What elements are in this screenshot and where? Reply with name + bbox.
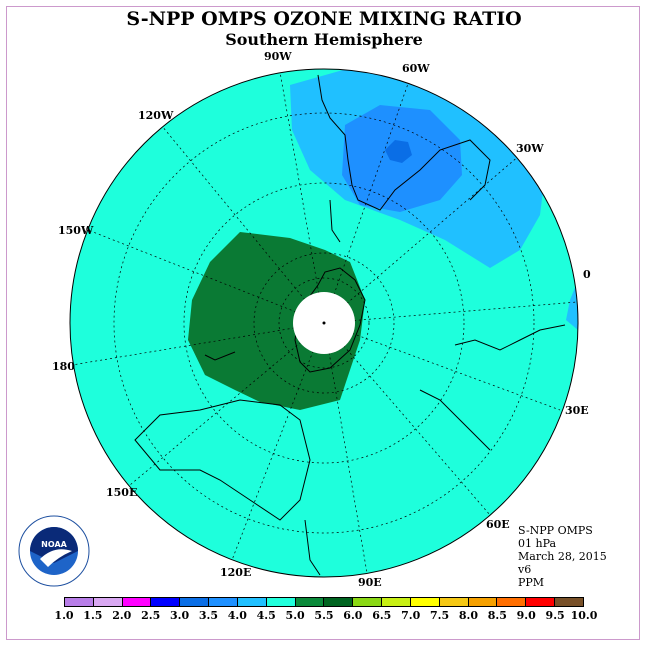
lon-label-90w: 90W (264, 50, 292, 63)
lon-label-0: 0 (583, 268, 591, 281)
info-version: v6 (518, 563, 532, 576)
ozone-field-edge-patch (566, 280, 578, 330)
colorbar-segment (93, 598, 123, 606)
colorbar-tick-label: 2.0 (112, 609, 132, 622)
colorbar-tick-label: 6.5 (372, 609, 392, 622)
svg-text:NOAA: NOAA (41, 540, 67, 549)
colorbar-segment (295, 598, 325, 606)
colorbar-segment (209, 598, 238, 606)
lon-label-150w: 150W (58, 224, 94, 237)
colorbar-tick-label: 9.0 (516, 609, 536, 622)
colorbar-tick-label: 4.5 (256, 609, 276, 622)
colorbar-segment (555, 598, 583, 606)
colorbar-tick-label: 5.5 (314, 609, 334, 622)
lon-label-180: 180 (52, 360, 75, 373)
colorbar-tick-label: 1.0 (54, 609, 74, 622)
map-subtitle: Southern Hemisphere (225, 30, 423, 49)
colorbar-segment (122, 598, 152, 606)
colorbar-segment (526, 598, 556, 606)
colorbar-tick-label: 8.0 (458, 609, 479, 622)
graticule (71, 71, 578, 574)
lon-label-60w: 60W (402, 62, 430, 75)
colorbar-tick-label: 6.0 (343, 609, 363, 622)
info-date: March 28, 2015 (518, 550, 607, 563)
colorbar-segment (497, 598, 527, 606)
image-frame (6, 6, 640, 640)
colorbar-tick-label: 8.5 (487, 609, 507, 622)
info-level: 01 hPa (518, 537, 557, 550)
colorbar-segment (439, 598, 469, 606)
colorbar-tick-label: 2.5 (141, 609, 161, 622)
south-pole-marker (322, 321, 326, 325)
info-unit: PPM (518, 576, 545, 589)
colorbar (64, 597, 584, 607)
lon-label-90e: 90E (358, 576, 382, 589)
lon-label-120w: 120W (138, 109, 174, 122)
map-boundary (69, 68, 579, 578)
ozone-field-3.0-3.5 (385, 140, 412, 163)
colorbar-segment (382, 598, 411, 606)
info-instrument: S-NPP OMPS (518, 524, 593, 537)
colorbar-tick-label: 3.5 (198, 609, 219, 622)
colorbar-tick-label: 4.0 (227, 609, 247, 622)
colorbar-segment (237, 598, 267, 606)
noaa-logo: NOAA (18, 515, 90, 587)
coastlines (134, 74, 566, 576)
colorbar-segment (65, 598, 94, 606)
colorbar-tick-label: 9.5 (545, 609, 565, 622)
colorbar-segment (410, 598, 440, 606)
lon-label-120e: 120E (220, 566, 251, 579)
colorbar-segment (353, 598, 383, 606)
colorbar-segment (180, 598, 210, 606)
colorbar-tick-label: 3.0 (169, 609, 190, 622)
colorbar-tick-label: 7.5 (429, 609, 450, 622)
lon-label-30e: 30E (565, 404, 589, 417)
ozone-field-5.0-5.5 (188, 232, 365, 410)
map-title: S-NPP OMPS OZONE MIXING RATIO (126, 8, 522, 30)
colorbar-tick-label: 10.0 (570, 609, 598, 622)
colorbar-tick-label: 7.0 (401, 609, 421, 622)
lon-label-150e: 150E (106, 486, 137, 499)
lon-label-30w: 30W (516, 142, 544, 155)
colorbar-segment (266, 598, 296, 606)
colorbar-tick-label: 1.5 (83, 609, 103, 622)
colorbar-segment (324, 598, 354, 606)
colorbar-segment (151, 598, 181, 606)
info-panel: S-NPP OMPS 01 hPa March 28, 2015 v6 PPM (518, 524, 607, 589)
lon-label-60e: 60E (486, 518, 510, 531)
colorbar-segment (468, 598, 498, 606)
colorbar-tick-label: 5.0 (285, 609, 305, 622)
